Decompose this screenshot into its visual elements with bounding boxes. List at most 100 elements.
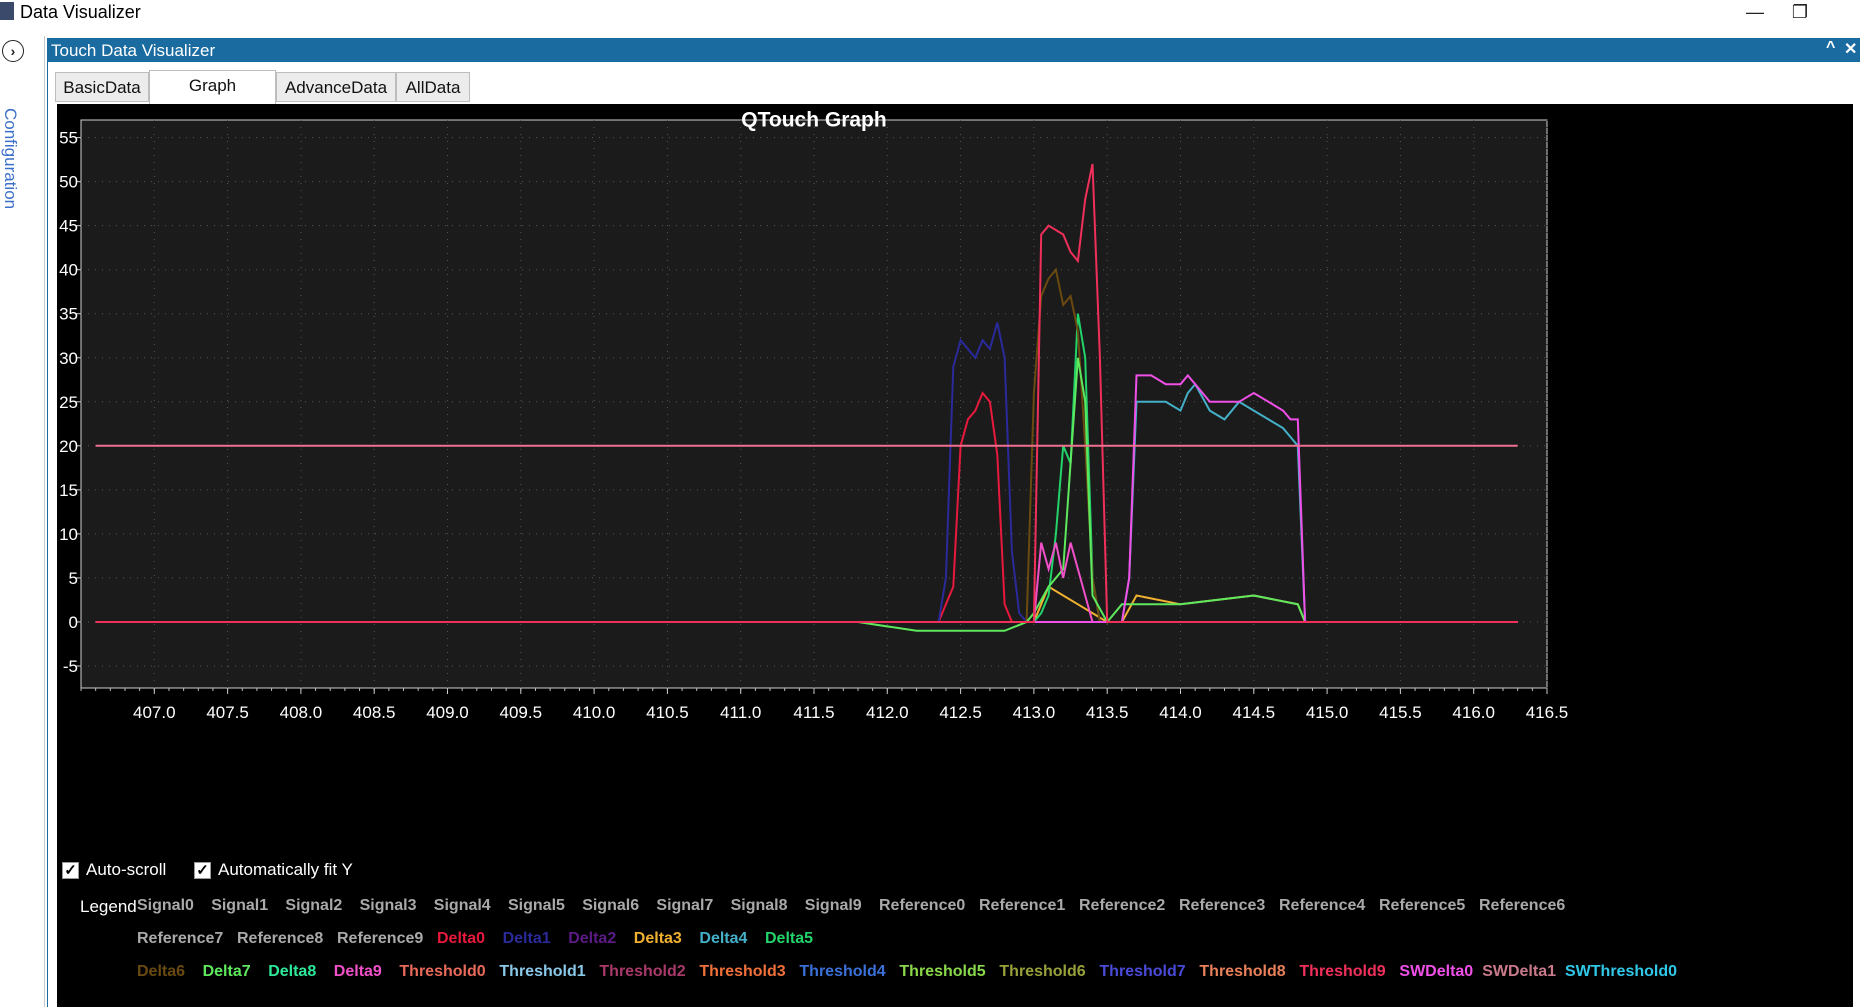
legend-item-reference1[interactable]: Reference1 [979,897,1066,914]
x-tick-label: 411.5 [793,703,834,722]
x-tick-label: 409.0 [426,703,469,722]
tab-advancedata[interactable]: AdvanceData [276,72,396,102]
legend-item-reference9[interactable]: Reference9 [337,930,424,947]
x-tick-label: 414.5 [1233,703,1276,722]
y-tick-label: 45 [59,217,78,236]
y-tick-label: 55 [59,129,78,148]
x-tick-label: 412.0 [866,703,909,722]
configuration-tab[interactable]: Configuration [1,108,20,210]
legend-item-signal7[interactable]: Signal7 [656,897,714,914]
legend-item-threshold4[interactable]: Threshold4 [799,963,886,980]
y-tick-label: 25 [59,393,78,412]
legend-title: Legend [80,897,137,916]
legend-item-swthreshold0[interactable]: SWThreshold0 [1565,963,1678,980]
window-titlebar: Data Visualizer — ❐ [0,0,1860,26]
legend-item-swdelta1[interactable]: SWDelta1 [1482,963,1556,980]
legend-item-signal6[interactable]: Signal6 [582,897,640,914]
legend-item-reference6[interactable]: Reference6 [1479,897,1566,914]
legend-item-signal9[interactable]: Signal9 [804,897,862,914]
legend-item-threshold5[interactable]: Threshold5 [899,963,986,980]
legend-item-delta7[interactable]: Delta7 [202,963,251,980]
configuration-sidebar: › Configuration [0,36,45,1007]
tab-alldata[interactable]: AllData [396,72,470,102]
chart-title: QTouch Graph [741,108,886,131]
x-tick-label: 411.0 [720,703,761,722]
legend-item-signal2[interactable]: Signal2 [285,897,343,914]
panel-header: Touch Data Visualizer ^ ✕ [47,38,1860,62]
y-tick-label: 10 [59,525,78,544]
x-tick-label: 407.5 [206,703,249,722]
legend-item-delta3[interactable]: Delta3 [633,930,682,947]
x-tick-label: 408.5 [353,703,396,722]
legend-item-threshold9[interactable]: Threshold9 [1299,963,1386,980]
legend-item-reference7[interactable]: Reference7 [137,930,224,947]
legend-item-delta8[interactable]: Delta8 [268,963,317,980]
close-panel-icon[interactable]: ✕ [1844,41,1858,58]
app-icon [0,2,14,20]
x-tick-label: 413.5 [1086,703,1129,722]
legend-item-signal5[interactable]: Signal5 [508,897,565,914]
y-tick-label: 40 [59,261,78,280]
expand-sidebar-icon[interactable]: › [2,40,24,62]
legend-item-threshold7[interactable]: Threshold7 [1099,963,1186,980]
y-tick-label: 0 [69,613,78,632]
panel-title: Touch Data Visualizer [51,41,216,60]
y-tick-label: 35 [59,305,78,324]
legend-item-threshold8[interactable]: Threshold8 [1199,963,1286,980]
series-line-delta7 [95,357,1518,632]
legend-item-delta9[interactable]: Delta9 [333,963,382,980]
series-line-delta1 [95,322,1518,623]
x-tick-label: 410.0 [573,703,616,722]
legend-item-threshold1[interactable]: Threshold1 [499,963,586,980]
x-tick-label: 407.0 [133,703,176,722]
plot-background [80,119,1548,689]
x-tick-label: 409.5 [500,703,543,722]
legend-item-reference2[interactable]: Reference2 [1079,897,1166,914]
window-title: Data Visualizer [20,2,141,22]
legend-item-reference4[interactable]: Reference4 [1279,897,1366,914]
autoscroll-label: Auto-scroll [86,860,167,879]
legend-item-delta2[interactable]: Delta2 [568,930,617,947]
legend-item-signal4[interactable]: Signal4 [433,897,491,914]
x-tick-label: 413.0 [1013,703,1056,722]
x-tick-label: 416.5 [1526,703,1569,722]
autofit-y-checkbox[interactable]: ✓ [194,862,211,879]
legend-item-delta6[interactable]: Delta6 [137,963,186,980]
legend-item-reference8[interactable]: Reference8 [237,930,324,947]
y-tick-label: -5 [63,657,78,676]
series-line-swdelta0 [95,373,1518,623]
legend-item-swdelta0[interactable]: SWDelta0 [1399,963,1474,980]
x-tick-label: 415.0 [1306,703,1349,722]
x-tick-label: 414.0 [1159,703,1202,722]
tab-basicdata[interactable]: BasicData [55,72,149,102]
tab-graph[interactable]: Graph [149,70,276,104]
qtouch-graph[interactable]: QTouch Graph -5 0 5 10 15 20 25 30 35 40 45 50 55 407.… [57,104,1853,854]
x-tick-label: 416.0 [1452,703,1495,722]
y-tick-label: 5 [69,569,78,588]
x-tick-label: 408.0 [280,703,323,722]
x-tick-label: 412.5 [939,703,982,722]
autoscroll-checkbox[interactable]: ✓ [62,862,79,879]
legend-item-signal1[interactable]: Signal1 [211,897,269,914]
legend-item-reference0[interactable]: Reference0 [879,897,966,914]
collapse-panel-icon[interactable]: ^ [1826,39,1836,56]
legend-item-threshold0[interactable]: Threshold0 [399,963,486,980]
legend-item-reference5[interactable]: Reference5 [1379,897,1466,914]
legend-item-delta4[interactable]: Delta4 [699,930,748,947]
legend-item-delta1[interactable]: Delta1 [502,930,551,947]
legend-item-reference3[interactable]: Reference3 [1179,897,1266,914]
y-tick-label: 50 [59,173,78,192]
legend-item-delta5[interactable]: Delta5 [765,930,814,947]
restore-button[interactable]: ❐ [1791,2,1809,22]
legend-item-signal8[interactable]: Signal8 [730,897,788,914]
legend-item-threshold3[interactable]: Threshold3 [699,963,786,980]
y-tick-label: 20 [59,437,78,456]
legend-item-signal3[interactable]: Signal3 [359,897,417,914]
legend-item-delta0[interactable]: Delta0 [437,930,486,947]
y-tick-label: 30 [59,349,78,368]
legend-item-threshold6[interactable]: Threshold6 [999,963,1086,980]
series-line-threshold9 [95,163,1518,623]
legend-item-threshold2[interactable]: Threshold2 [599,963,686,980]
minimize-button[interactable]: — [1746,2,1764,22]
legend-item-signal0[interactable]: Signal0 [137,897,194,914]
